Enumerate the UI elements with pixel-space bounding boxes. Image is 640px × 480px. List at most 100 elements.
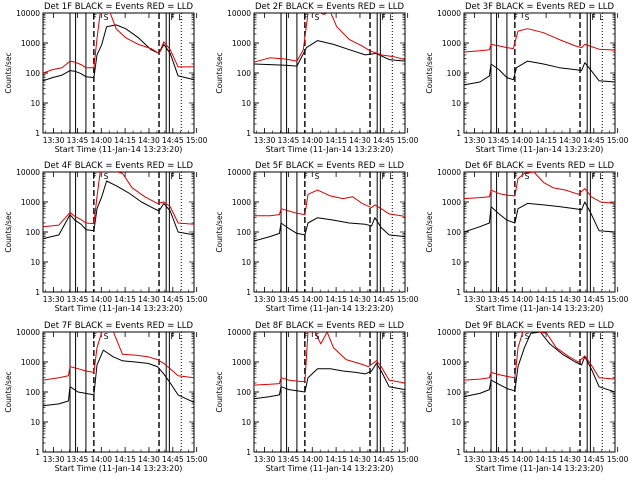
x-tick-label: 13:45 (278, 455, 300, 464)
y-tick-label: 10 (30, 258, 40, 267)
plot-title: Det 6F BLACK = Events RED = LLD (465, 161, 615, 171)
y-tick-label: 10 (241, 99, 251, 108)
marker-label: F (170, 13, 174, 22)
plot-frame (253, 331, 406, 453)
detector-plot: Det 1F BLACK = Events RED = LLD 1 10 100 100… (4, 2, 208, 154)
events-series-line (464, 60, 615, 86)
x-tick-label: 15:00 (397, 136, 419, 145)
y-axis-label: Counts/sec (4, 371, 13, 412)
event-lines (69, 332, 182, 452)
detector-plot: Det 2F BLACK = Events RED = LLD 1 10 100 100… (215, 2, 419, 154)
marker-label: L (178, 172, 183, 181)
lld-series-line (254, 13, 405, 63)
detector-plot: Det 8F BLACK = Events RED = LLD 1 10 100 100… (215, 321, 419, 473)
y-tick-label: 100 (237, 69, 252, 78)
y-tick-label: 10 (30, 418, 40, 427)
x-tick-label: 13:30 (254, 136, 276, 145)
marker-label: S (525, 332, 530, 341)
y-tick-label: 10000 (16, 168, 40, 177)
lld-series-line (43, 332, 194, 381)
y-tick-label: 100 (447, 228, 462, 237)
y-tick-label: 1000 (21, 358, 40, 367)
x-tick-label: 13:45 (488, 136, 510, 145)
marker-label: F (591, 13, 595, 22)
x-tick-label: 14:45 (373, 136, 395, 145)
x-tick-label: 14:30 (559, 295, 581, 304)
event-lines (280, 332, 393, 452)
x-tick-label: 13:30 (254, 295, 276, 304)
y-tick-label: 100 (26, 69, 41, 78)
y-tick-label: 1000 (21, 39, 40, 48)
y-axis-label: Counts/sec (4, 211, 13, 252)
detector-plot: Det 7F BLACK = Events RED = LLD 1 10 100 100… (4, 321, 208, 473)
series-group (43, 13, 194, 82)
marker-label: L (389, 332, 394, 341)
x-axis-label: Start Time (11-Jan-14 13:23:20) (55, 145, 183, 154)
event-lines (490, 13, 603, 133)
marker-label: F (381, 13, 385, 22)
plot-title: Det 5F BLACK = Events RED = LLD (255, 161, 405, 171)
marker-label: L (599, 172, 604, 181)
events-series-line (254, 40, 405, 67)
marker-label: F (591, 332, 595, 341)
y-axis-label: Counts/sec (425, 371, 434, 412)
marker-label: S (315, 13, 320, 22)
y-tick-label: 1000 (232, 39, 251, 48)
y-tick-label: 10000 (437, 168, 461, 177)
x-tick-label: 13:30 (43, 455, 65, 464)
x-tick-label: 15:00 (607, 136, 629, 145)
y-tick-label: 10000 (227, 9, 251, 18)
x-tick-label: 13:45 (278, 295, 300, 304)
x-tick-label: 14:30 (349, 455, 371, 464)
series-group (43, 332, 194, 407)
series-group (43, 172, 194, 240)
y-tick-label: 10 (30, 99, 40, 108)
x-tick-label: 14:30 (559, 455, 581, 464)
marker-label: S (315, 332, 320, 341)
x-tick-label: 14:00 (90, 295, 112, 304)
x-tick-label: 14:15 (535, 295, 557, 304)
x-tick-label: 13:30 (464, 295, 486, 304)
plot-title: Det 7F BLACK = Events RED = LLD (44, 321, 194, 331)
y-tick-label: 100 (237, 388, 252, 397)
marker-label: L (389, 13, 394, 22)
y-tick-label: 10000 (227, 328, 251, 337)
events-series-line (43, 24, 194, 82)
marker-label: S (525, 13, 530, 22)
x-tick-label: 14:00 (511, 455, 533, 464)
y-tick-label: 1 (456, 129, 461, 138)
x-tick-label: 15:00 (607, 295, 629, 304)
x-tick-label: 14:45 (162, 455, 184, 464)
x-tick-label: 14:15 (535, 136, 557, 145)
y-tick-label: 1 (35, 129, 40, 138)
y-tick-label: 10000 (437, 328, 461, 337)
x-tick-label: 14:30 (138, 295, 160, 304)
marker-label: F (513, 13, 517, 22)
x-tick-label: 13:45 (488, 455, 510, 464)
y-tick-label: 10 (241, 418, 251, 427)
y-tick-label: 10 (451, 418, 461, 427)
x-tick-label: 14:15 (114, 136, 136, 145)
x-tick-label: 15:00 (186, 295, 208, 304)
plot-title: Det 1F BLACK = Events RED = LLD (44, 2, 194, 12)
series-group (464, 28, 615, 86)
y-tick-label: 100 (26, 228, 41, 237)
series-group (464, 332, 615, 398)
y-axis-label: Counts/sec (425, 52, 434, 93)
x-tick-label: 14:30 (559, 136, 581, 145)
detector-plot: Det 9F BLACK = Events RED = LLD 1 10 100 100… (425, 321, 629, 473)
detector-plot: Det 6F BLACK = Events RED = LLD 1 10 100 100… (425, 161, 629, 313)
x-tick-label: 13:30 (43, 136, 65, 145)
y-tick-label: 1 (246, 288, 251, 297)
x-axis-label: Start Time (11-Jan-14 13:23:20) (266, 464, 394, 473)
y-tick-label: 10 (451, 99, 461, 108)
x-tick-label: 14:45 (373, 295, 395, 304)
x-tick-label: 14:45 (162, 136, 184, 145)
y-axis-label: Counts/sec (215, 371, 224, 412)
plot-frame (42, 331, 195, 453)
plot-frame (253, 12, 406, 134)
x-tick-label: 14:00 (301, 295, 323, 304)
x-tick-label: 14:15 (114, 455, 136, 464)
x-tick-label: 14:30 (349, 136, 371, 145)
